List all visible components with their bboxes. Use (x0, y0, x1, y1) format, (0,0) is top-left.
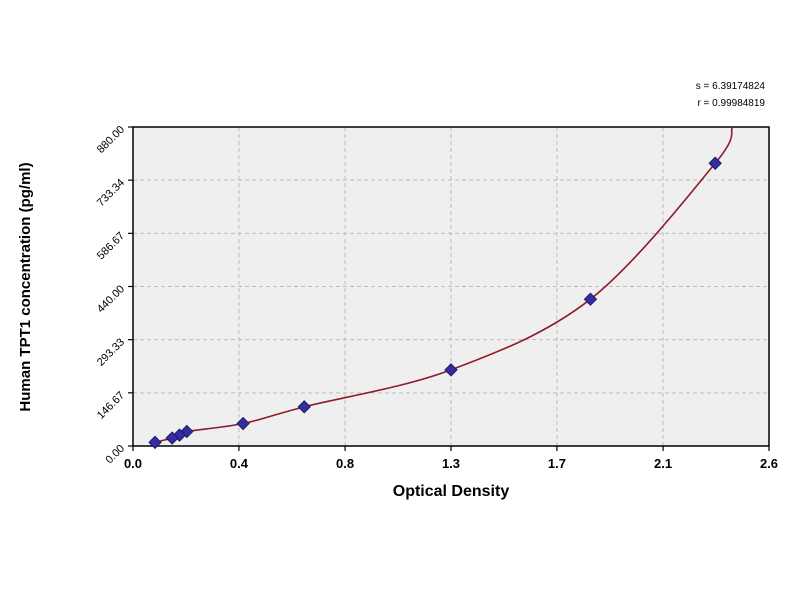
x-tick-label: 0.4 (230, 456, 249, 471)
y-tick-label: 880.00 (95, 124, 127, 156)
fit-annotation-correlation: r = 0.99984819 (697, 98, 765, 109)
data-point-marker (165, 431, 179, 445)
y-tick-label: 293.33 (95, 336, 127, 368)
x-tick-label: 0.0 (124, 456, 142, 471)
data-point-marker (708, 156, 722, 170)
data-point-marker (148, 435, 162, 450)
data-point-marker (444, 363, 458, 377)
x-tick-label: 2.6 (760, 456, 778, 471)
x-axis-title: Optical Density (393, 483, 510, 500)
x-tick-label: 2.1 (654, 456, 672, 471)
y-tick-label: 733.34 (95, 177, 127, 209)
data-point-marker (297, 400, 311, 414)
data-point-marker (236, 416, 250, 431)
x-tick-label: 1.3 (442, 456, 460, 471)
x-tick-label: 1.7 (548, 456, 566, 471)
fit-annotation-slope: s = 6.39174824 (696, 81, 766, 92)
y-axis-title: Human TPT1 concentration (pg/ml) (17, 162, 34, 411)
data-point-marker (180, 424, 194, 439)
y-tick-label: 440.00 (95, 283, 127, 315)
x-tick-label: 0.8 (336, 456, 354, 471)
data-point-marker (583, 292, 598, 306)
y-tick-label: 586.67 (95, 230, 127, 262)
y-tick-label: 146.67 (95, 389, 127, 421)
